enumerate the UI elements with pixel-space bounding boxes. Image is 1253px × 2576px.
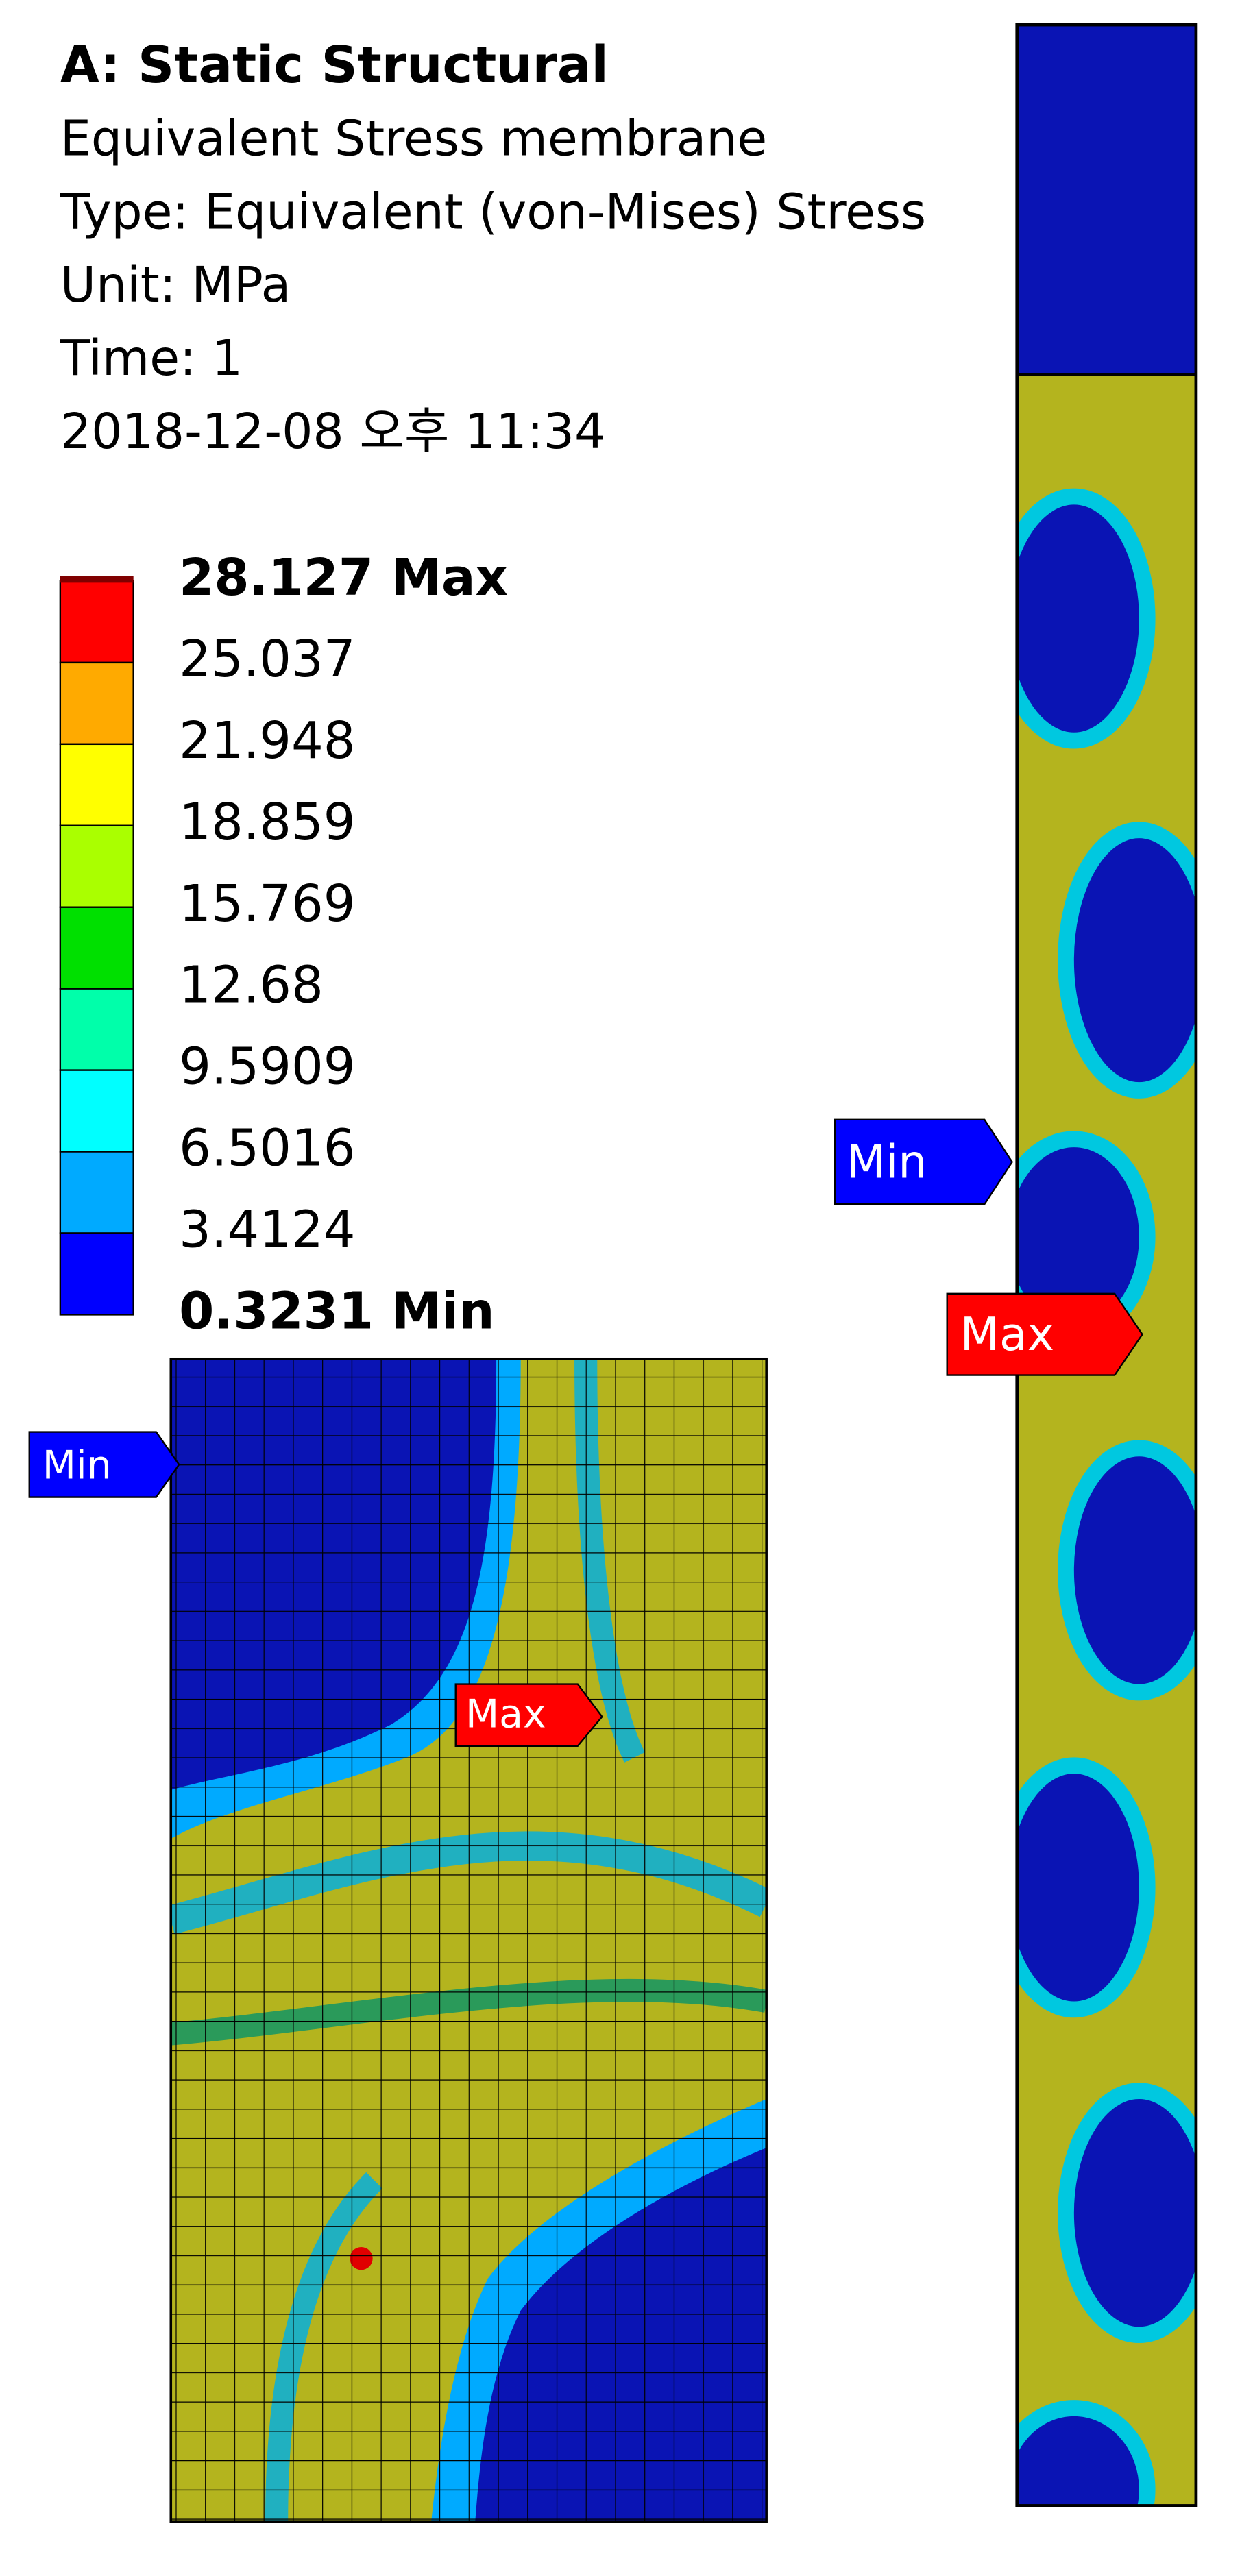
legend-label: 21.948 bbox=[179, 712, 355, 770]
strip-max-tag: Max bbox=[946, 1292, 1144, 1376]
tag-label: Min bbox=[846, 1135, 927, 1188]
strip-frame bbox=[1015, 23, 1198, 2507]
detail-frame bbox=[169, 1357, 768, 2523]
legend-label: 3.4124 bbox=[179, 1201, 355, 1260]
legend: 28.127 Max 25.037 21.948 18.859 15.769 12.68 9… bbox=[59, 549, 508, 1340]
header-title: A: Static Structural bbox=[60, 36, 609, 95]
header-line: Unit: MPa bbox=[60, 256, 291, 313]
legend-band bbox=[59, 661, 134, 746]
legend-label: 28.127 Max bbox=[179, 549, 508, 607]
legend-band bbox=[59, 1232, 134, 1316]
header-line: Time: 1 bbox=[60, 330, 243, 387]
legend-band bbox=[59, 1069, 134, 1153]
legend-top-cap bbox=[60, 576, 134, 583]
legend-band bbox=[59, 743, 134, 826]
legend-label: 9.5909 bbox=[179, 1038, 355, 1096]
detail-min-tag: Min bbox=[28, 1431, 180, 1498]
legend-label: 0.3231 Min bbox=[179, 1282, 494, 1340]
header: A: Static Structural Equivalent Stress m… bbox=[60, 36, 926, 460]
header-line: Equivalent Stress membrane bbox=[60, 110, 767, 167]
legend-band bbox=[59, 824, 134, 908]
detail-max-tag: Max bbox=[454, 1683, 603, 1747]
tag-label: Max bbox=[465, 1692, 546, 1737]
legend-label: 12.68 bbox=[179, 957, 324, 1015]
legend-label: 6.5016 bbox=[179, 1120, 355, 1178]
strip-contour bbox=[1017, 25, 1196, 2506]
detail-contour bbox=[171, 1358, 767, 2523]
legend-band bbox=[59, 580, 134, 664]
legend-band bbox=[59, 906, 134, 990]
legend-label: 25.037 bbox=[179, 630, 355, 689]
legend-band bbox=[59, 988, 134, 1071]
tag-label: Max bbox=[960, 1308, 1054, 1361]
legend-label: 15.769 bbox=[179, 875, 355, 933]
tag-label: Min bbox=[42, 1443, 112, 1488]
legend-band bbox=[59, 1151, 134, 1234]
header-line: 2018-12-08 오후 11:34 bbox=[60, 403, 605, 460]
legend-label: 18.859 bbox=[179, 794, 355, 852]
strip-min-tag: Min bbox=[834, 1118, 1014, 1205]
header-line: Type: Equivalent (von-Mises) Stress bbox=[60, 183, 926, 240]
